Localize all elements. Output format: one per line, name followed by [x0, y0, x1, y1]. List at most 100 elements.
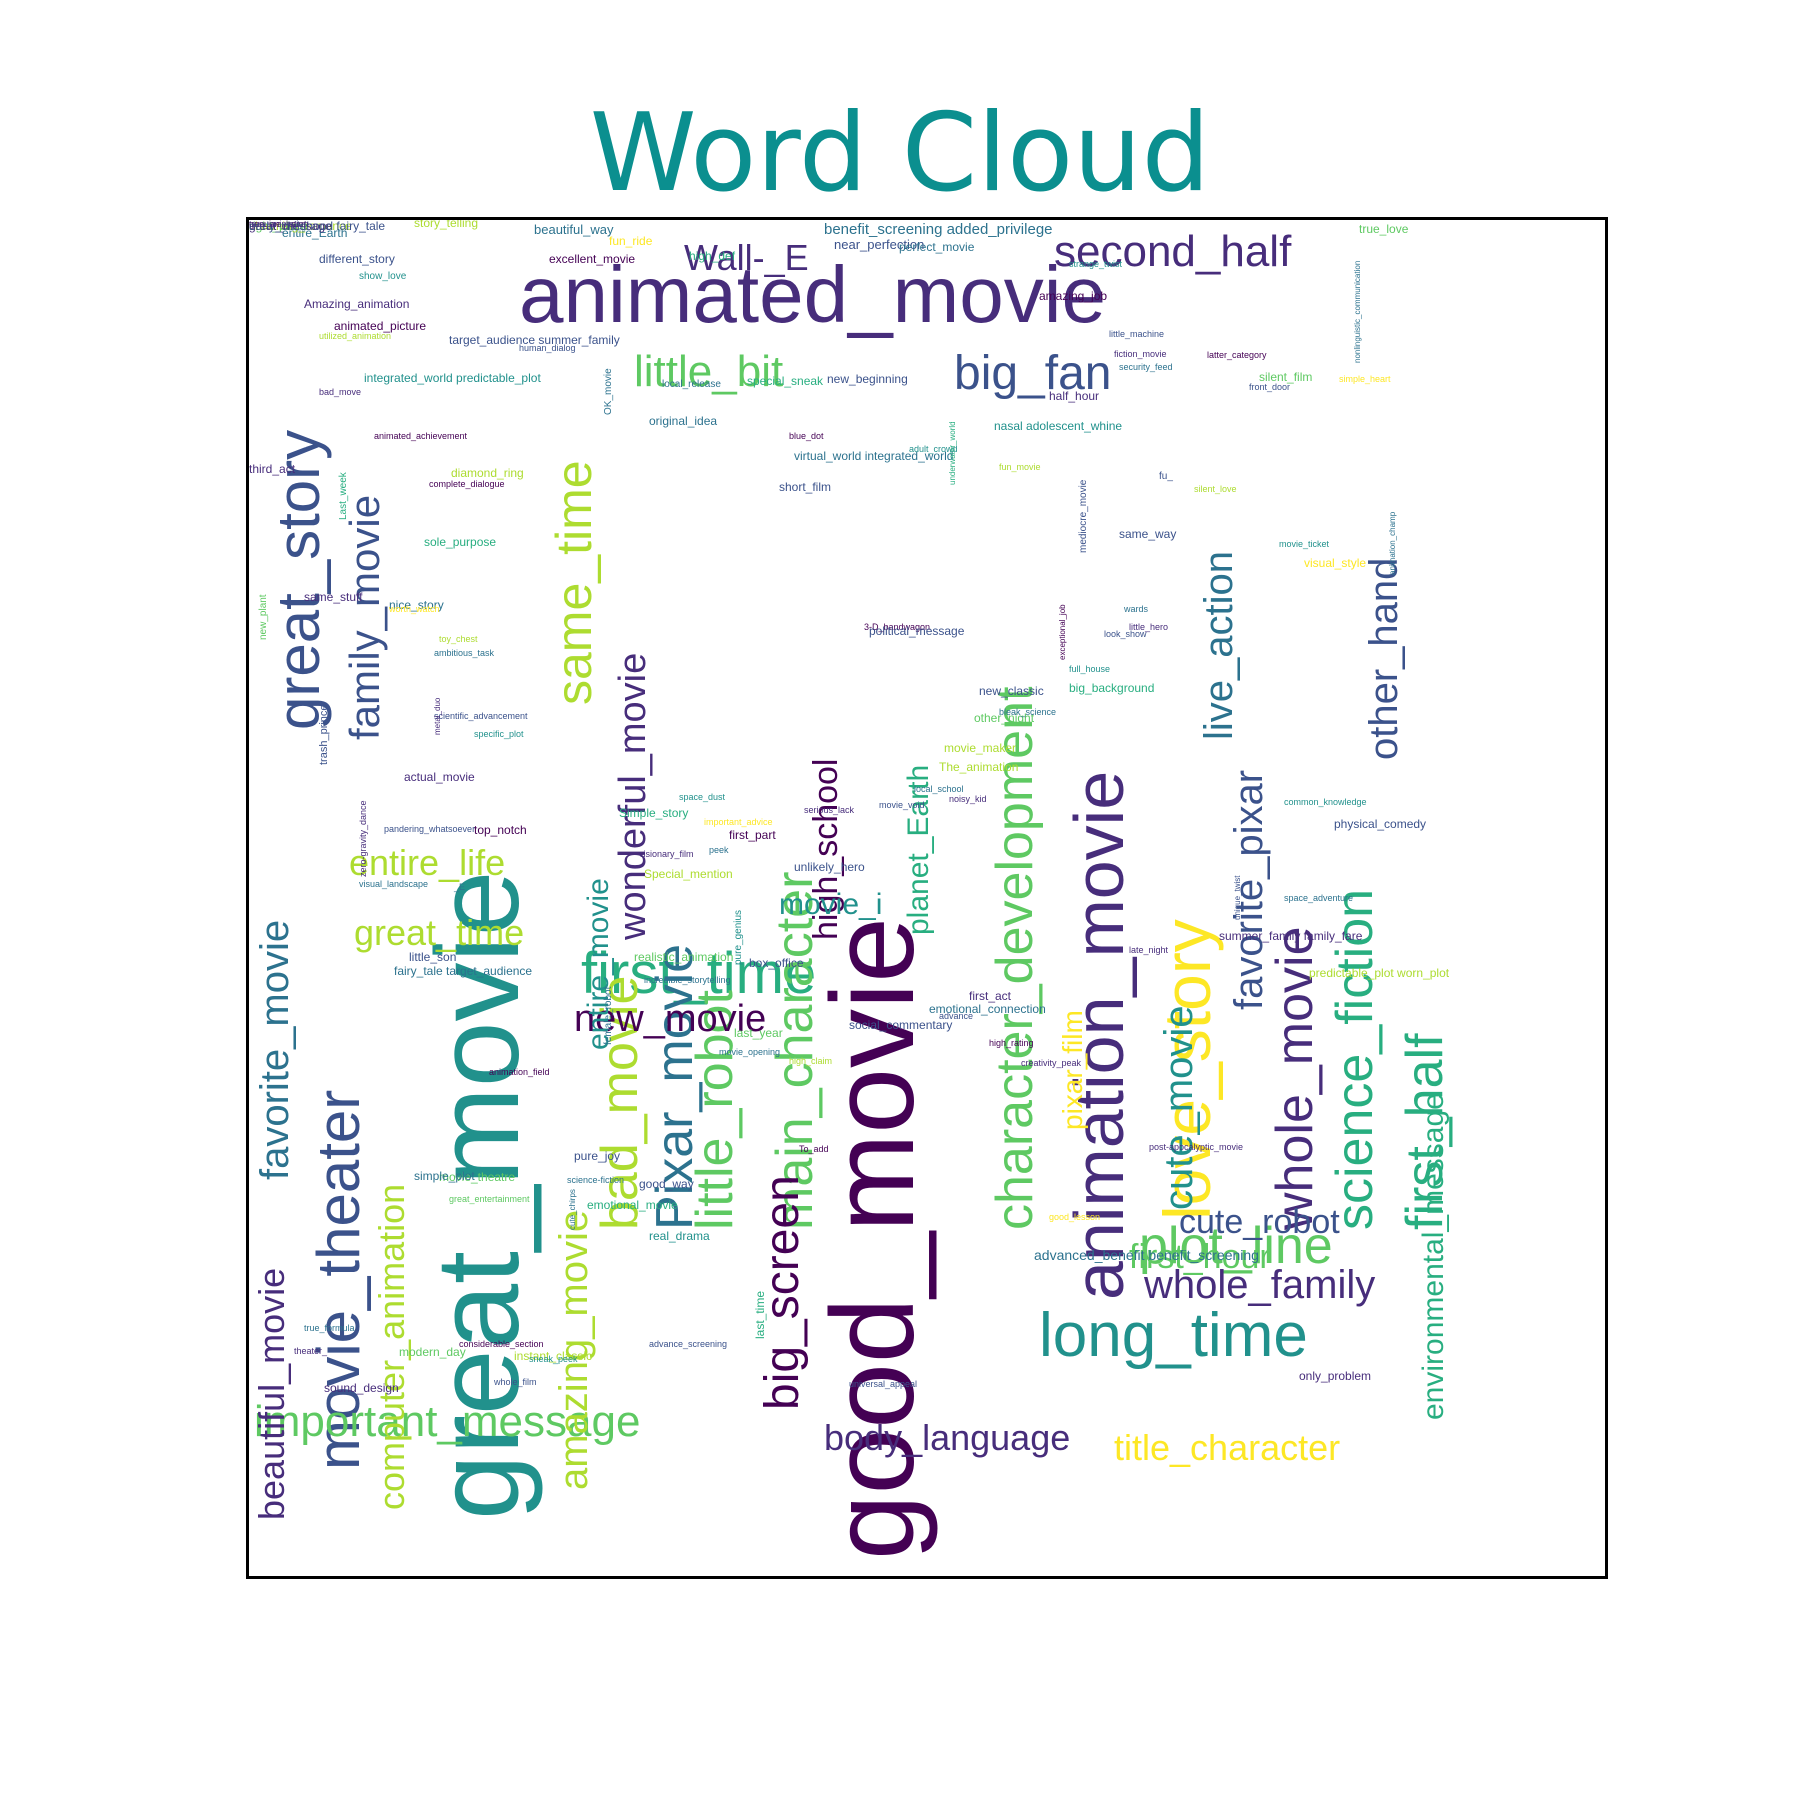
- word-live-action: live_action: [1197, 550, 1241, 740]
- word-emotional-connection: emotional_connection: [929, 1002, 1046, 1016]
- word-real-drama: real_drama: [649, 1229, 710, 1243]
- word-half-hour: half_hour: [1049, 389, 1100, 403]
- word-new-movie: new_movie: [574, 998, 767, 1040]
- word-female-robot: female_robot: [603, 986, 614, 1045]
- word-little-son: little_son: [409, 950, 457, 964]
- word-little-bit: little_bit: [634, 347, 784, 396]
- word-movie-void: movie_void: [879, 800, 925, 810]
- word-serious-lack: serious_lack: [804, 805, 855, 815]
- word-strange-twist: strange_twist: [1069, 259, 1123, 269]
- word-bad-move: bad_move: [319, 387, 362, 397]
- word-advance-screening: advance_screening: [649, 1339, 728, 1349]
- word-zero-gravity-dance: zero-gravity_dance: [358, 800, 368, 877]
- word-big-fan: big_fan: [954, 347, 1112, 400]
- word-underwater-world: underwater_world: [948, 421, 957, 485]
- word-cute-robot: cute_robot: [1179, 1203, 1340, 1241]
- word-animation-field: animation_field: [489, 1067, 550, 1077]
- word-little-machine: little_machine: [1109, 329, 1165, 339]
- word-last-week: Last_week: [338, 472, 349, 520]
- word-front-door: front_door: [1249, 382, 1291, 392]
- word-family-movie: family_movie: [341, 494, 388, 740]
- word-peek: peek: [709, 845, 729, 855]
- word-fiction-movie: fiction_movie: [1114, 349, 1167, 359]
- word-physical-comedy: physical_comedy: [1334, 817, 1427, 831]
- word-trash-prince: trash_prince: [318, 704, 330, 765]
- word-ambitious-task: ambitious_task: [434, 648, 495, 658]
- word-scientific-advancement: scientific_advancement: [434, 711, 528, 721]
- word-3-d-bandwagon: 3-D_bandwagon: [864, 622, 931, 632]
- word-utilized-animation: utilized_animation: [319, 331, 392, 341]
- word-beautiful-way: beautiful_way: [534, 222, 614, 237]
- word-high-claim: high_claim: [789, 1056, 833, 1066]
- word-common-knowledge: common_knowledge: [1284, 797, 1367, 807]
- word-great-entertainment: great_entertainment: [449, 1194, 530, 1204]
- word-metal-duo: metal_duo: [433, 697, 442, 735]
- word-full-house: full_house: [1069, 664, 1111, 674]
- word-true-formula: true_formula: [304, 1323, 355, 1333]
- word-security-feed: security_feed: [1119, 362, 1173, 372]
- word-true-animation: true_animation: [249, 219, 309, 229]
- word-space-dust: space_dust: [679, 792, 726, 802]
- word-sound-design: sound_design: [324, 1381, 399, 1395]
- word-universal-appeal: universal_appeal: [849, 1379, 918, 1389]
- word-same-way: same_way: [1119, 527, 1177, 541]
- word-whole-film: whole_film: [494, 1377, 537, 1387]
- word-emotional-movie: emotional_movie: [587, 1198, 678, 1212]
- word-pixar-film: pixar_film: [1057, 1010, 1088, 1130]
- word-last-time: last_time: [753, 1290, 767, 1339]
- word-early-childhood-fairy-tale: early_childhood fairy_tale: [249, 219, 386, 233]
- word-local-release: local_release: [662, 379, 721, 390]
- word-worth-watch: worth_watch: [389, 604, 440, 614]
- word-first-part: first_part: [729, 828, 776, 842]
- word-movie-i: movie_i: [779, 888, 883, 921]
- word-story-telling: story_telling: [414, 217, 479, 230]
- word-long-time: long_time: [1039, 1301, 1308, 1370]
- word-entire-life: entire_life: [349, 842, 506, 883]
- word-silent-film: silent_film: [1259, 370, 1313, 384]
- word-pandering-whatsoever: pandering_whatsoever: [384, 824, 476, 834]
- word-summer-family-family-fare: summer_family family_fare: [1219, 929, 1363, 943]
- word-movie-theatre: movie_theatre: [439, 1170, 516, 1184]
- word-special-mention: Special_mention: [644, 867, 733, 881]
- word-same-stuff: same_stuff: [304, 590, 363, 604]
- word-wards: wards: [1124, 604, 1149, 614]
- word-top-notch: top_notch: [474, 823, 527, 837]
- word-actual-movie: actual_movie: [404, 770, 475, 784]
- word-original-idea: original_idea: [649, 414, 718, 428]
- word-animated-achievement: animated_achievement: [374, 431, 468, 441]
- word-cloud-frame: great_movie good_movie animated_movie anima…: [246, 217, 1608, 1579]
- word-first-time: first_time: [581, 941, 817, 1006]
- word-first-act: first_act: [969, 989, 1012, 1003]
- word-fairy-tale-target-audience: fairy_tale target_audience: [394, 964, 533, 978]
- word-creativity-peak: creativity_peak: [1021, 1058, 1082, 1068]
- word-simple-heart: simple_heart: [1339, 374, 1391, 384]
- word-diamond-ring: diamond_ring: [451, 466, 524, 480]
- word-good-movie: good_movie: [807, 917, 939, 1560]
- word-realistic-animation: realistic_animation: [634, 950, 734, 964]
- word-cute-movie: cute_movie: [1157, 1005, 1201, 1210]
- word-animated-movie: animated_movie: [519, 250, 1106, 339]
- word-blue-dot: blue_dot: [789, 431, 824, 441]
- word-special-sneak: special_sneak: [747, 374, 824, 388]
- word-beautiful-movie: beautiful_movie: [251, 1267, 292, 1520]
- word-human-dialog: human_dialog: [519, 343, 576, 353]
- word-same-time: same_time: [546, 460, 602, 705]
- word-visual-landscape: visual_landscape: [359, 879, 429, 889]
- word-little-hero: little_hero: [1129, 622, 1169, 632]
- word-other-hand: other_hand: [1362, 557, 1406, 760]
- word-perfect-movie: perfect_movie: [899, 240, 975, 254]
- word-right-place: right_place: [249, 219, 308, 233]
- word-animated-picture: animated_picture: [334, 319, 427, 333]
- word-cute-chirps: cute_chirps: [568, 1189, 577, 1230]
- word-advanced-benefit-benefit-screening: advanced_benefit benefit_screening: [1034, 1247, 1259, 1263]
- word-toy-chest: toy_chest: [439, 634, 478, 644]
- word-first-hour: first_hour: [1129, 1238, 1271, 1276]
- word-genuine-heart: genuine_heart: [249, 219, 307, 229]
- word-important-message: important_message: [254, 1397, 641, 1446]
- word-near-perfection: near_perfection: [834, 237, 925, 252]
- word-incredible-storytelling: incredible_storytelling: [644, 975, 731, 985]
- word-unlikely-hero: unlikely_hero: [794, 860, 865, 874]
- word-wonderful-movie: wonderful_movie: [612, 652, 654, 940]
- word-pure-genius: pure_genius: [733, 909, 744, 965]
- word-good-lesson: good_lesson: [1049, 1212, 1101, 1222]
